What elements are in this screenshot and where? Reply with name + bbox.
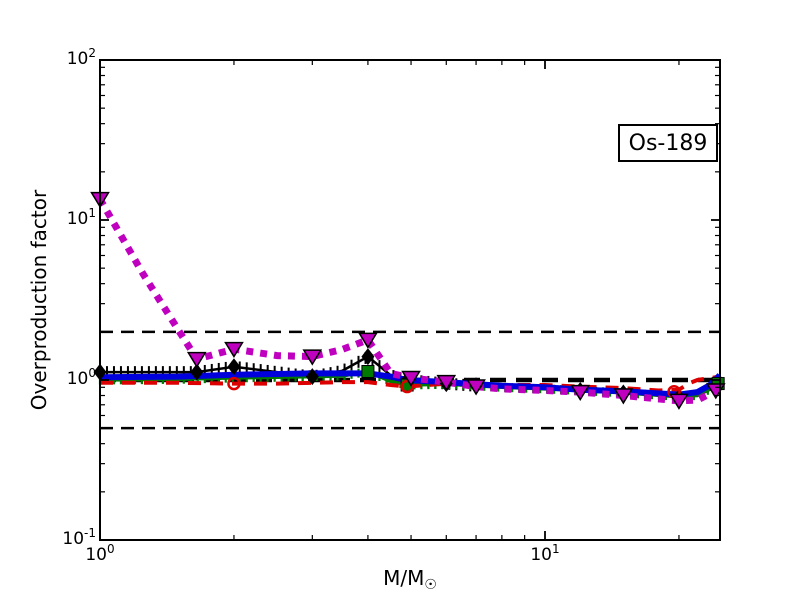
x-tick-label-10e1: 101 — [530, 542, 560, 565]
model-magenta-dotted-triangle-marker — [302, 349, 323, 366]
model-magenta-dotted-triangle-marker — [186, 351, 207, 369]
model-black-hatched-diamond-marker — [190, 363, 204, 381]
model-magenta-dotted-triangle-marker — [436, 374, 457, 392]
y-tick-label-10e-1: 10-1 — [62, 526, 96, 549]
model-magenta-dotted-triangle-marker — [466, 379, 486, 396]
plot-frame — [99, 59, 721, 541]
model-black-hatched-diamond-marker — [305, 368, 319, 386]
isotope-annotation-text: Os-189 — [628, 130, 708, 156]
model-magenta-dotted-triangle-marker — [570, 384, 591, 402]
y-tick-label-10e0: 100 — [66, 366, 96, 389]
y-tick-label-10e1: 101 — [66, 206, 96, 229]
x-axis-label-main: M/M — [383, 566, 425, 590]
model-red-dashed-circle-marker — [227, 376, 241, 391]
sun-symbol: ☉ — [424, 577, 437, 593]
x-tick-label-10e0: 100 — [85, 542, 115, 565]
model-magenta-dotted-triangle-marker — [401, 370, 421, 387]
model-green-square-marker — [361, 365, 375, 379]
model-black-hatched-diamond-marker — [227, 358, 241, 376]
model-magenta-dotted-triangle-marker — [224, 341, 244, 359]
y-tick-label-10e2: 102 — [66, 46, 96, 69]
model-red-dashed-circle-marker — [400, 379, 414, 394]
model-black-hatched-diamond-marker — [361, 348, 375, 366]
model-magenta-dotted-triangle-marker — [613, 388, 634, 405]
isotope-annotation-box: Os-189 — [618, 124, 718, 162]
model-magenta-dotted-triangle-marker — [358, 332, 378, 349]
model-magenta-dotted-triangle-marker — [669, 393, 689, 410]
x-axis-label: M/M☉ — [330, 566, 490, 593]
